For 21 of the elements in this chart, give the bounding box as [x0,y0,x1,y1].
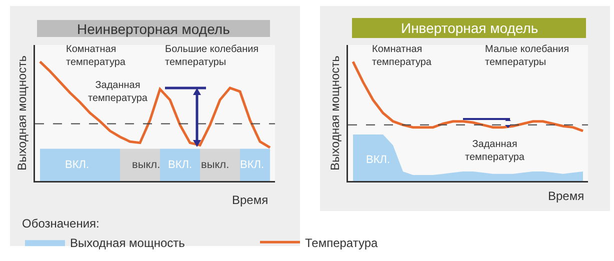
ref-line-label: Заданная температура [465,139,525,163]
annotation: ВКЛ. [240,159,264,171]
y-axis-title: Выходная мощность [15,56,30,170]
chart-title: Инверторная модель [401,20,538,36]
chart-title: Неинверторная модель [77,21,230,37]
legend-label: Температура [305,236,378,250]
x-axis-title: Время [548,189,584,203]
annotation: Комнатная температура [372,44,432,68]
annotation: ВКЛ. [65,159,90,171]
annotation: ВКЛ. [366,154,390,166]
x-axis-title: Время [232,193,268,207]
legend-label: Выходная мощность [70,236,185,250]
y-axis-title: Выходная мощность [328,56,342,170]
annotation: выкл. [201,159,230,171]
legend-title: Обозначения: [22,216,100,231]
annotation: Малые колебания температуры [485,44,570,68]
ref-line-label: Заданная температура [88,80,148,104]
annotation: выкл. [132,159,160,171]
annotation: Большие колебания температуры [165,44,259,68]
annotation: Комнатная температура [66,44,126,68]
annotation: ВКЛ. [168,159,192,171]
